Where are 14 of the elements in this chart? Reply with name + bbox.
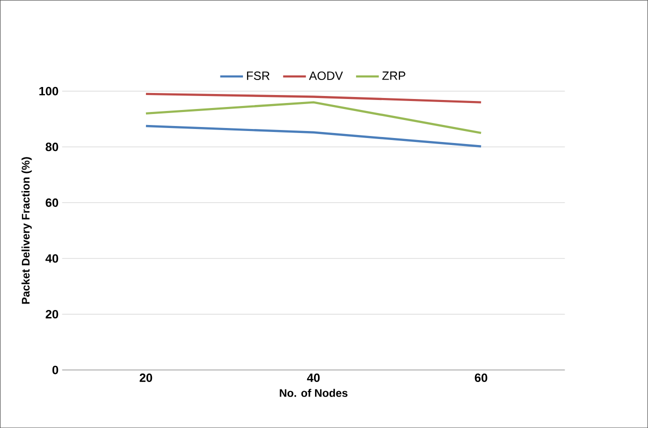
y-tick-label: 0 xyxy=(52,366,58,374)
legend-label: AODV xyxy=(309,71,343,80)
legend-label: ZRP xyxy=(382,71,406,80)
y-tick-label: 60 xyxy=(46,198,58,207)
y-tick-label: 100 xyxy=(39,86,58,96)
x-tick-label: 20 xyxy=(140,373,152,382)
x-tick-label: 40 xyxy=(307,373,320,382)
x-axis-title: No. of Nodes xyxy=(280,388,348,397)
y-tick-label: 40 xyxy=(45,254,58,263)
y-tick-label: 20 xyxy=(46,310,58,318)
y-axis-title: Packet Delivery Fraction (%) xyxy=(22,157,32,304)
legend-label: FSR xyxy=(247,71,270,80)
x-tick-label: 60 xyxy=(474,373,488,382)
y-tick-label: 80 xyxy=(46,142,58,152)
